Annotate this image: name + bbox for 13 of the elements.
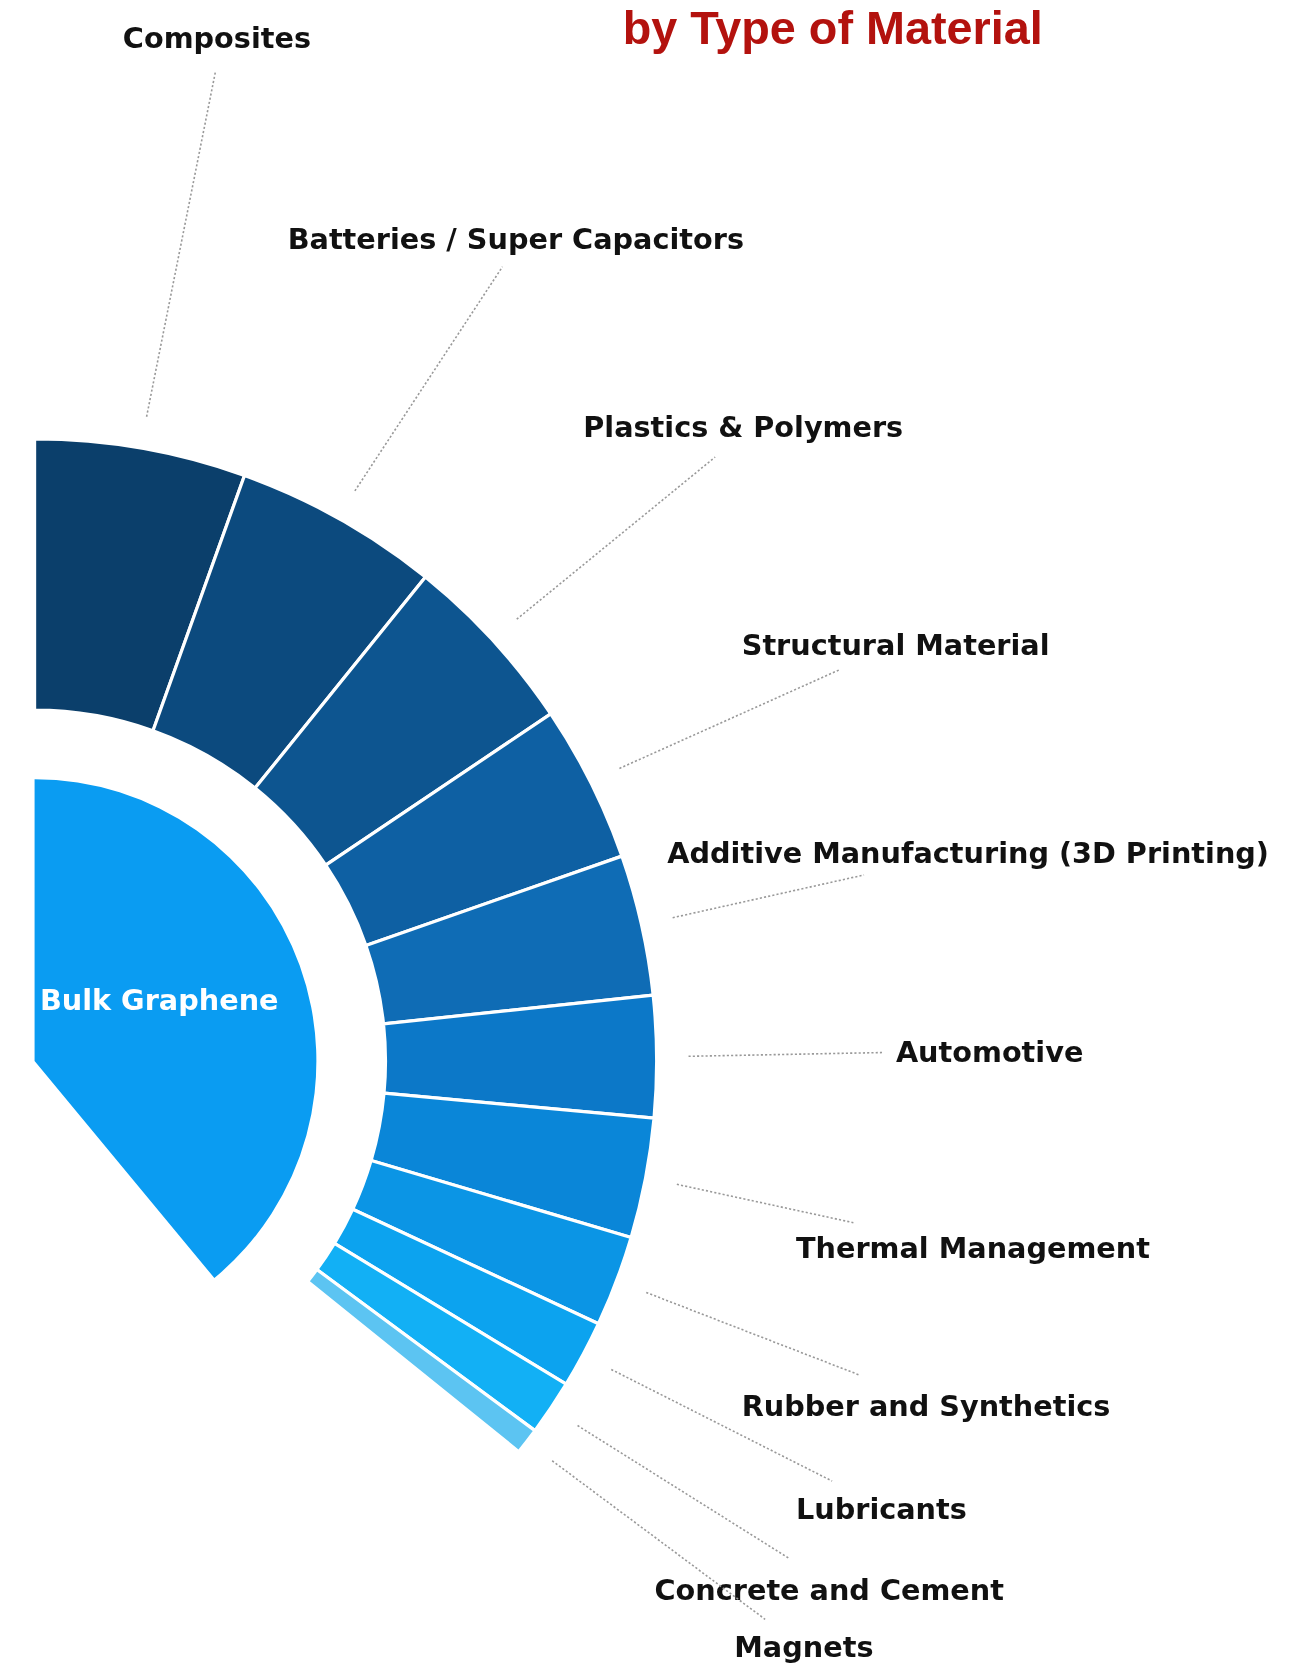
slice-label: Structural Material	[741, 627, 1050, 662]
slice-label: Thermal Management	[795, 1230, 1151, 1265]
chart-title: by Type of Material	[622, 2, 1043, 55]
text: Bulk Graphene	[39, 983, 279, 1018]
slice-label: Rubber and Synthetics	[741, 1389, 1111, 1424]
slice-label: Plastics & Polymers	[583, 409, 904, 444]
slice-label: Concrete and Cement	[654, 1573, 1005, 1608]
slice-label: Batteries / Super Capacitors	[287, 221, 744, 256]
slice-label: Lubricants	[795, 1492, 967, 1527]
slice-label: Additive Manufacturing (3D Printing)	[667, 836, 1269, 871]
slice-label: Magnets	[734, 1629, 874, 1664]
slice-label: Composites	[122, 20, 311, 55]
slice-label: Automotive	[895, 1035, 1084, 1070]
